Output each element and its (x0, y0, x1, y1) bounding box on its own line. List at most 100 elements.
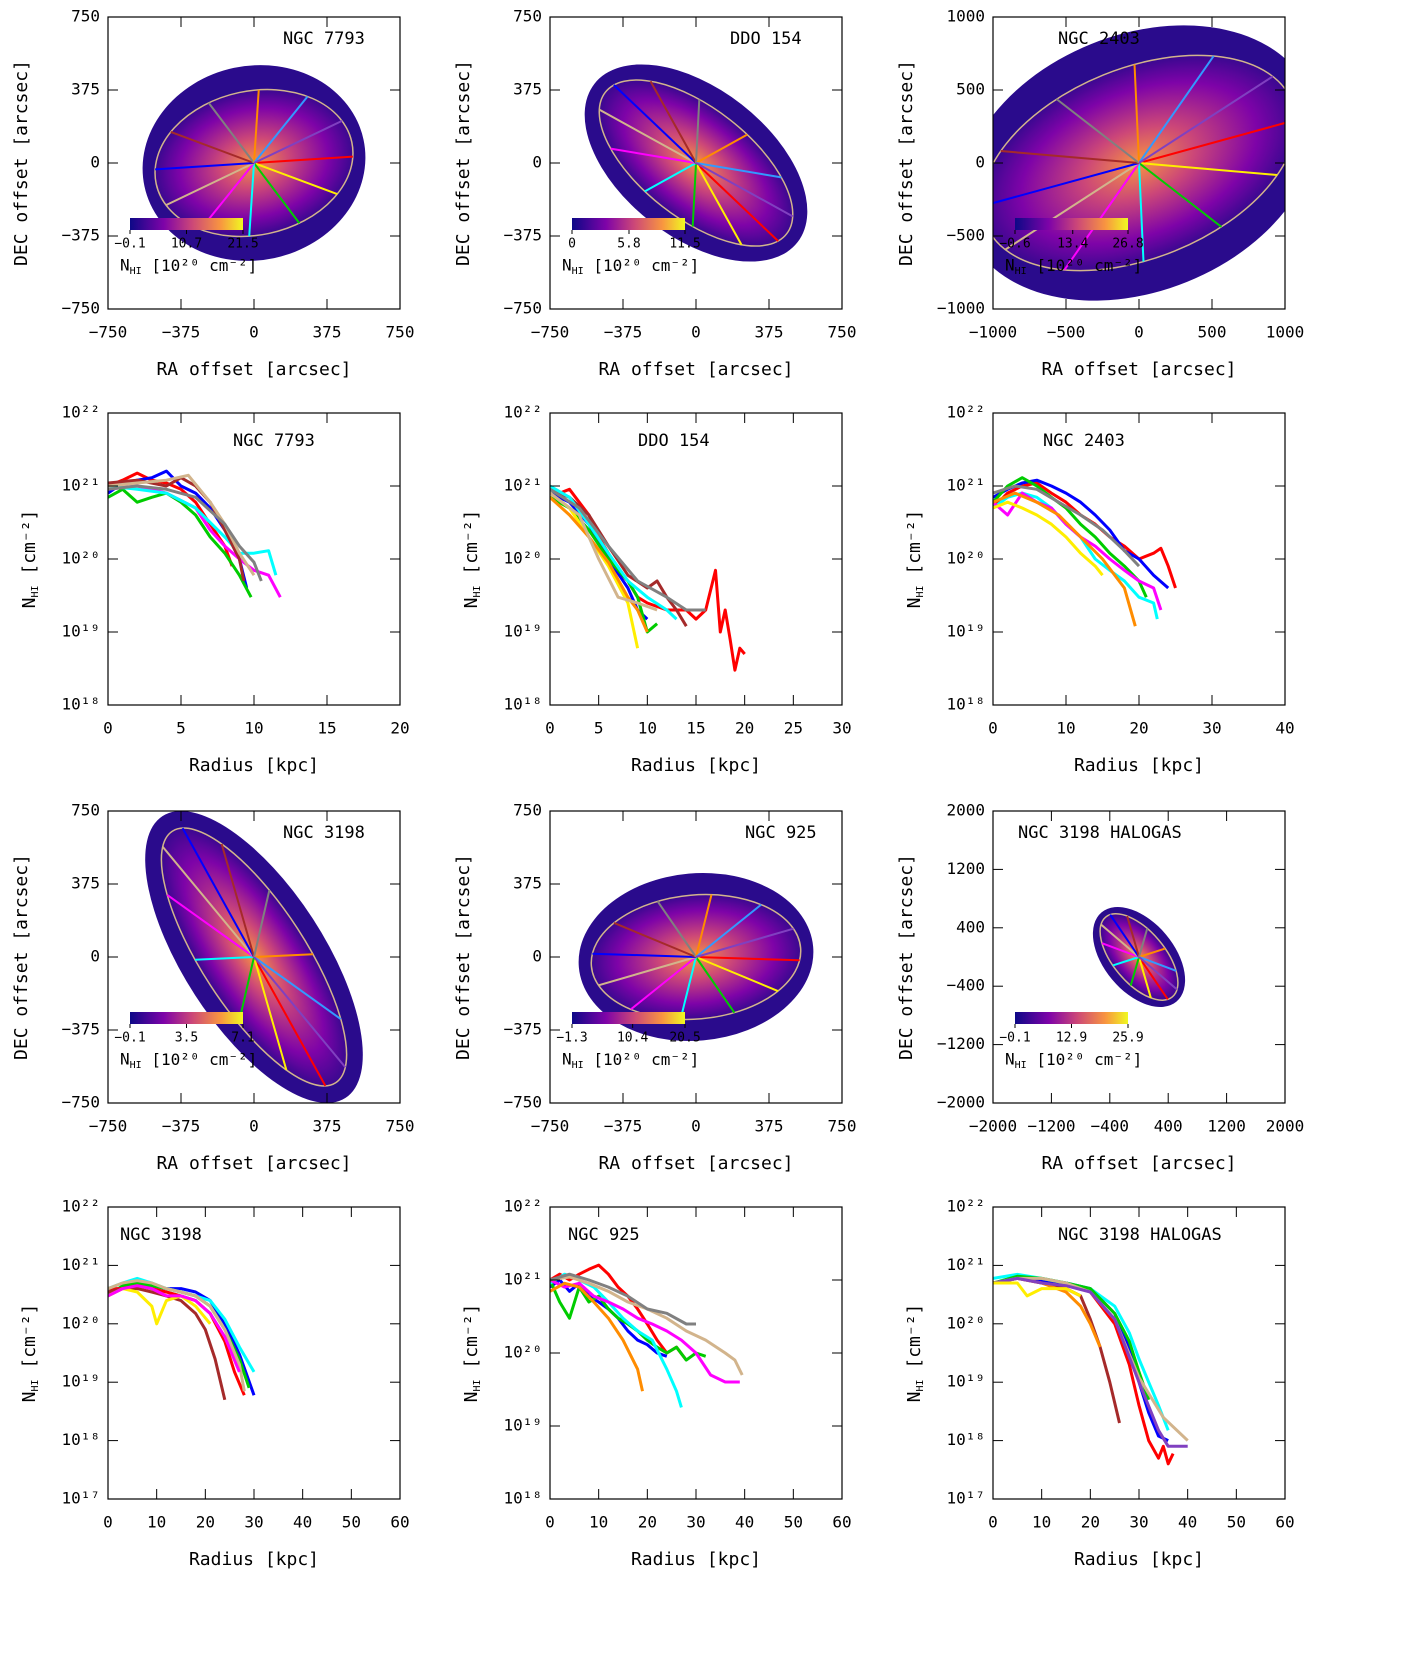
plot-area (145, 811, 363, 1103)
colorbar-tick-label: −0.1 (114, 237, 145, 252)
x-tick-label: −1200 (1027, 1117, 1075, 1136)
x-tick-label: 0 (691, 1117, 701, 1136)
y-tick-label: 10²² (61, 1197, 100, 1216)
panel-title: DDO 154 (638, 431, 710, 451)
x-tick-label: −750 (89, 323, 128, 342)
x-tick-label: 0 (988, 719, 998, 738)
y-axis-label: NHI [cm⁻²] (461, 510, 483, 609)
profile-line (993, 1276, 1175, 1466)
panel: 0 5.8 11.5 NHI [10²⁰ cm⁻²] −750 −375 0 375 750 −7… (453, 7, 856, 381)
sector-line (253, 119, 343, 164)
sector-line (695, 133, 748, 164)
colorbar (572, 1012, 685, 1024)
sector-line (165, 162, 255, 207)
sector-line (691, 162, 697, 227)
y-tick-label: 0 (975, 153, 985, 172)
x-tick-label: −750 (531, 1117, 570, 1136)
sector-line (1138, 162, 1145, 262)
sector-line (161, 846, 255, 958)
sector-line (1000, 150, 1140, 164)
colorbar (130, 218, 243, 230)
x-tick-label: 50 (1227, 1513, 1246, 1532)
x-tick-label: 10 (147, 1513, 166, 1532)
sector-line (695, 99, 701, 164)
sector-line (656, 900, 697, 958)
x-axis-label: RA offset [arcsec] (598, 359, 793, 380)
colorbar-tick-label: −0.1 (999, 1031, 1030, 1046)
y-tick-label: 10¹⁹ (61, 622, 100, 641)
sector-line (253, 162, 338, 195)
sector-line (993, 162, 1140, 205)
colorbar-label: NHI [10²⁰ cm⁻²] (562, 1050, 699, 1072)
sector-line (253, 889, 271, 958)
y-axis-label: NHI [cm⁻²] (19, 510, 41, 609)
profile-line (108, 1284, 241, 1373)
y-tick-label: −375 (503, 226, 542, 245)
y-axis-label: NHI [cm⁻²] (904, 510, 926, 609)
plot-area (578, 872, 814, 1042)
colorbar-tick-label: 0 (568, 237, 576, 252)
y-tick-label: 375 (71, 874, 100, 893)
panel-title: NGC 7793 (233, 431, 315, 451)
y-tick-label: 10²² (503, 1197, 542, 1216)
sector-line (253, 956, 342, 1020)
x-tick-label: 5 (176, 719, 186, 738)
colorbar-tick-label: 13.4 (1057, 237, 1088, 252)
colorbar-tick-label: 26.8 (1112, 237, 1143, 252)
sector-line (207, 102, 255, 164)
x-axis-label: RA offset [arcsec] (156, 1153, 351, 1174)
y-tick-label: 10²⁰ (503, 549, 542, 568)
colorbar-tick-label: −0.1 (114, 1031, 145, 1046)
colorbar-tick-label: 5.8 (617, 237, 640, 252)
y-axis-label: DEC offset [arcsec] (453, 854, 474, 1060)
profile-line (550, 1278, 740, 1384)
y-tick-label: −375 (61, 1020, 100, 1039)
y-tick-label: 10¹⁸ (503, 695, 542, 714)
y-tick-label: 10¹⁹ (946, 622, 985, 641)
x-tick-label: −750 (89, 1117, 128, 1136)
y-tick-label: −1000 (937, 299, 985, 318)
profile-line (108, 484, 282, 598)
x-tick-label: 10 (638, 719, 657, 738)
plot-area (993, 1272, 1189, 1466)
x-tick-label: 40 (1178, 1513, 1197, 1532)
sector-line (1133, 64, 1140, 164)
ring (993, 54, 1285, 272)
y-tick-label: 10²¹ (946, 476, 985, 495)
x-axis-label: RA offset [arcsec] (1041, 359, 1236, 380)
sector-line (253, 956, 327, 1087)
frame (992, 810, 1286, 1104)
panel: 0 10 20 30 40 50 60 10¹⁷ 10¹⁸ 10¹⁹ 10²⁰ 10²¹ 10²² NGC… (19, 1197, 410, 1571)
panel-title: NGC 3198 (283, 823, 365, 843)
y-tick-label: 1000 (946, 7, 985, 26)
ring (598, 79, 794, 247)
x-tick-label: 0 (249, 323, 259, 342)
sector-line (695, 162, 779, 242)
y-tick-label: 0 (90, 947, 100, 966)
sector-line (1063, 162, 1140, 271)
sector-line (644, 162, 697, 193)
sector-line (253, 155, 353, 164)
x-tick-label: −2000 (969, 1117, 1017, 1136)
y-tick-label: −500 (946, 226, 985, 245)
profile-line (993, 1281, 1082, 1298)
x-tick-label: 20 (735, 719, 754, 738)
colorbar-label: NHI [10²⁰ cm⁻²] (562, 256, 699, 278)
y-tick-label: 10¹⁷ (61, 1489, 100, 1508)
x-tick-label: 30 (686, 1513, 705, 1532)
frame (107, 1206, 401, 1500)
plot-area (993, 25, 1285, 301)
sector-line (194, 956, 255, 961)
x-tick-label: 30 (1202, 719, 1221, 738)
sector-line (220, 843, 255, 958)
panel: 0 10 20 30 40 50 60 10¹⁷ 10¹⁸ 10¹⁹ 10²⁰ 10²¹ 10²² NGC… (904, 1197, 1295, 1571)
sector-line (1138, 956, 1178, 991)
profile-line (550, 1275, 744, 1376)
x-tick-label: 10 (589, 1513, 608, 1532)
y-tick-label: −375 (503, 1020, 542, 1039)
profile-line (993, 476, 1148, 598)
ring (590, 893, 802, 1021)
sector-line (155, 162, 255, 171)
sector-line (1101, 942, 1140, 958)
